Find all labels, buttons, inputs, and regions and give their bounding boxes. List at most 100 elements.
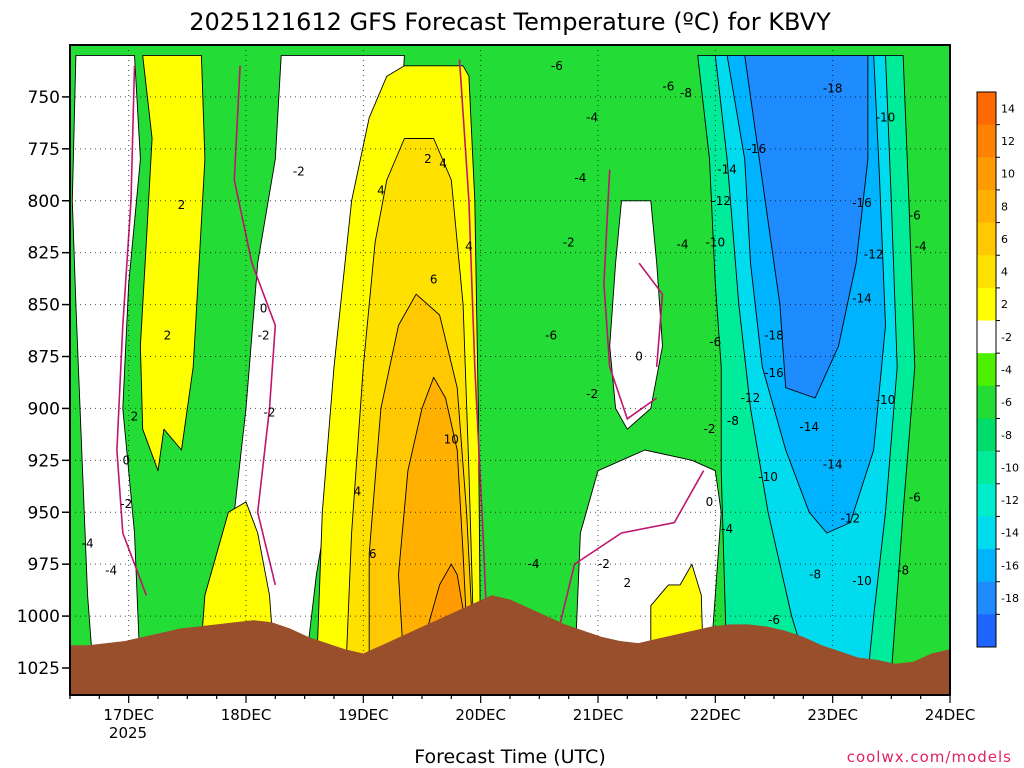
- contour-label-55: -14: [852, 291, 872, 305]
- colorbar-swatch-14: [977, 549, 996, 582]
- colorbar-label-14: -16: [1001, 559, 1019, 572]
- contour-label-19: -6: [551, 59, 563, 73]
- contour-label-15: -2: [120, 497, 132, 511]
- credit-text[interactable]: coolwx.com/models: [847, 748, 1012, 766]
- y-tick-label-11: 1025: [17, 659, 60, 679]
- contour-label-14: 0: [122, 453, 130, 467]
- colorbar-label-4: 6: [1001, 233, 1008, 246]
- colorbar-label-0: 14: [1001, 102, 1015, 115]
- y-tick-label-6: 900: [28, 399, 60, 419]
- contour-label-46: -14: [823, 458, 843, 472]
- contour-label-31: -10: [705, 235, 725, 249]
- colorbar-label-9: -6: [1001, 396, 1012, 409]
- x-year-label: 2025: [109, 724, 147, 742]
- x-tick-label-2: 19DEC: [338, 706, 389, 724]
- contour-label-9: 2: [164, 329, 172, 343]
- chart: 2025121612 GFS Forecast Temperature (ºC)…: [0, 0, 1024, 768]
- contour-label-56: -10: [876, 393, 896, 407]
- colorbar-label-13: -14: [1001, 527, 1019, 540]
- contour-label-37: -8: [727, 414, 739, 428]
- colorbar-swatch-13: [977, 516, 996, 549]
- y-tick-label-3: 825: [28, 244, 60, 264]
- colorbar-label-5: 4: [1001, 266, 1008, 279]
- y-tick-label-2: 800: [28, 192, 60, 212]
- colorbar-swatch-12: [977, 484, 996, 517]
- contour-label-59: -4: [915, 239, 927, 253]
- contour-label-60: -6: [909, 491, 921, 505]
- y-tick-label-8: 950: [28, 503, 60, 523]
- contour-label-16: -4: [82, 536, 94, 550]
- x-tick-label-0: 17DEC: [103, 706, 154, 724]
- contour-label-21: -4: [574, 171, 586, 185]
- contour-label-25: 0: [635, 350, 643, 364]
- contour-label-36: -12: [741, 391, 761, 405]
- contour-label-11: 0: [260, 302, 268, 316]
- contour-label-24: -2: [586, 387, 598, 401]
- contour-label-27: -2: [598, 557, 610, 571]
- contour-label-30: -4: [677, 237, 689, 251]
- contour-label-17: -4: [105, 563, 117, 577]
- contour-label-35: -16: [747, 142, 767, 156]
- colorbar-swatch-11: [977, 451, 996, 484]
- contour-label-44: -16: [764, 366, 784, 380]
- contour-label-57: -8: [897, 563, 909, 577]
- contour-label-32: -6: [709, 335, 721, 349]
- contour-label-10: 2: [131, 410, 139, 424]
- contour-label-47: -12: [840, 512, 860, 526]
- colorbar-label-15: -18: [1001, 592, 1019, 605]
- contour-label-53: -16: [852, 196, 872, 210]
- x-tick-label-5: 22DEC: [690, 706, 741, 724]
- contour-label-2: 4: [377, 183, 385, 197]
- colorbar-swatch-7: [977, 321, 996, 354]
- contour-label-34: -12: [711, 194, 731, 208]
- contour-label-54: -12: [864, 248, 884, 262]
- colorbar-swatch-2: [977, 157, 996, 190]
- colorbar-label-12: -12: [1001, 494, 1019, 507]
- contour-label-51: -18: [823, 82, 843, 96]
- y-tick-label-4: 850: [28, 296, 60, 316]
- contour-label-5: 2: [424, 152, 432, 166]
- contour-label-50: -6: [768, 613, 780, 627]
- colorbar-label-10: -8: [1001, 429, 1012, 442]
- contour-label-43: -18: [764, 329, 784, 343]
- y-tick-label-9: 975: [28, 555, 60, 575]
- contour-label-39: 0: [706, 495, 714, 509]
- chart-title: 2025121612 GFS Forecast Temperature (ºC)…: [189, 8, 831, 36]
- colorbar-swatch-0: [977, 92, 996, 125]
- y-tick-label-5: 875: [28, 348, 60, 368]
- y-tick-label-10: 1000: [17, 607, 60, 627]
- colorbar-swatch-1: [977, 125, 996, 158]
- contour-label-3: 4: [354, 485, 362, 499]
- colorbar-swatch-15: [977, 582, 996, 615]
- x-axis-label: Forecast Time (UTC): [414, 746, 605, 768]
- colorbar-swatch-5: [977, 255, 996, 288]
- x-axis: 17DEC 18DEC 19DEC 20DEC 21DEC 22DEC 23DEC 24DEC: [70, 695, 975, 724]
- x-tick-label-6: 23DEC: [807, 706, 858, 724]
- y-tick-label-0: 750: [28, 88, 60, 108]
- contour-label-42: -10: [758, 470, 778, 484]
- contour-label-1: 10: [444, 433, 459, 447]
- colorbar-swatch-8: [977, 353, 996, 386]
- contour-label-38: -2: [704, 422, 716, 436]
- contour-label-49: -10: [852, 574, 872, 588]
- colorbar-swatch-10: [977, 418, 996, 451]
- contour-label-58: -6: [909, 208, 921, 222]
- colorbar-swatch-3: [977, 190, 996, 223]
- colorbar-swatch-16: [977, 614, 996, 647]
- contour-label-41: 2: [623, 576, 631, 590]
- contour-label-20: -4: [586, 111, 598, 125]
- contour-label-6: 4: [439, 156, 447, 170]
- contour-label-23: -6: [545, 329, 557, 343]
- contour-label-7: 4: [465, 239, 473, 253]
- colorbar-label-2: 10: [1001, 168, 1015, 181]
- colorbar-label-6: 2: [1001, 298, 1008, 311]
- contour-label-48: -8: [809, 568, 821, 582]
- colorbar-swatch-4: [977, 223, 996, 256]
- colorbar-label-3: 8: [1001, 200, 1008, 213]
- colorbar-swatch-6: [977, 288, 996, 321]
- colorbar-label-8: -4: [1001, 364, 1012, 377]
- contour-label-4: 6: [369, 547, 377, 561]
- x-tick-label-3: 20DEC: [455, 706, 506, 724]
- colorbar: 14 12 10 8 6 4 2 -2 -4 -6 -8 -10 -12 -14 -16 -18: [977, 92, 1019, 647]
